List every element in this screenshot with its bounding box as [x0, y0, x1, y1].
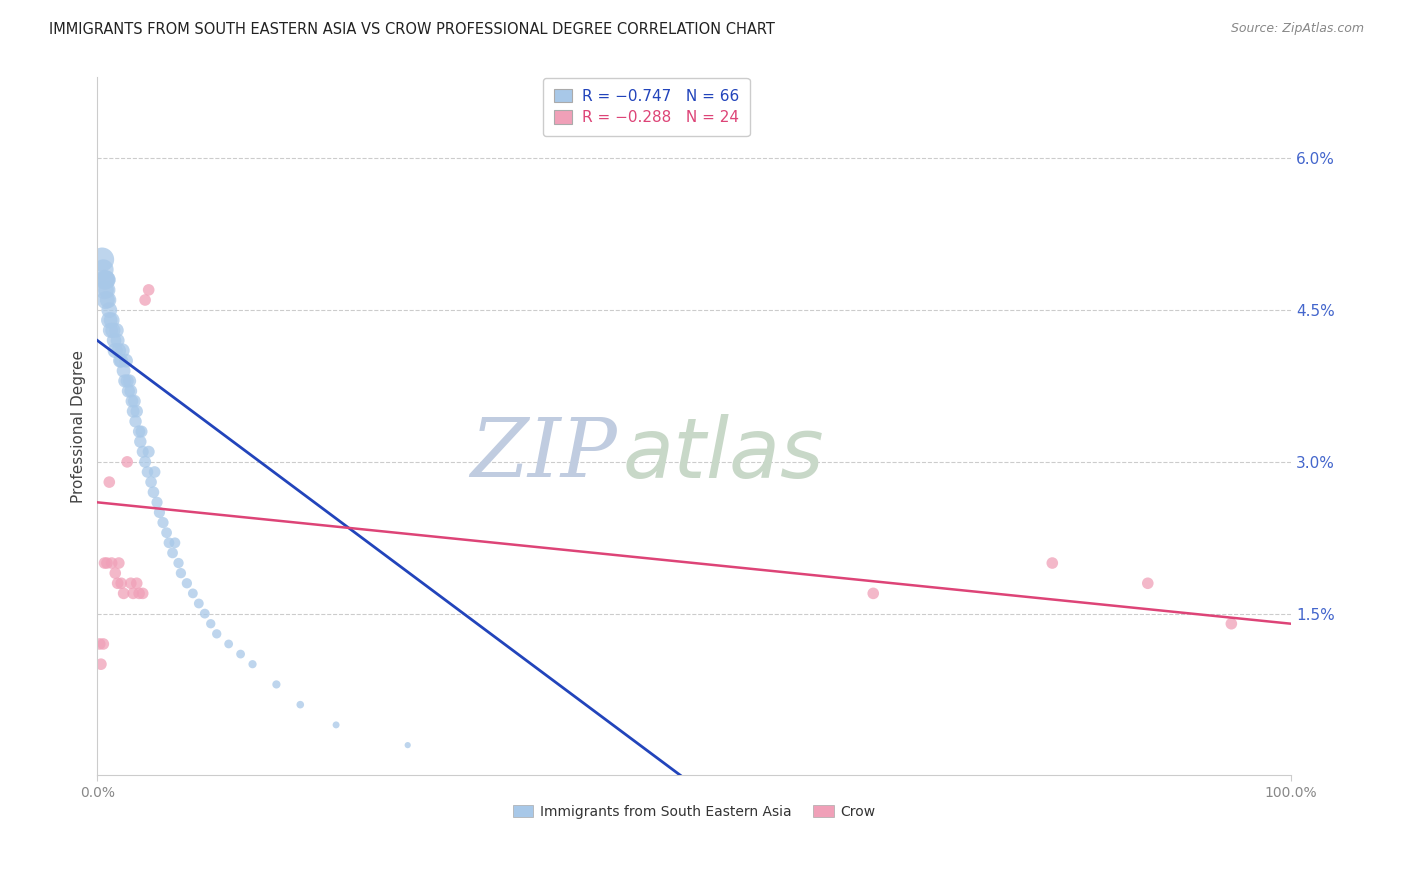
Y-axis label: Professional Degree: Professional Degree: [72, 350, 86, 503]
Point: [142, 485, 165, 500]
Point: [134, 455, 156, 469]
Point: [176, 576, 198, 591]
Point: [121, 394, 143, 409]
Point: [104, 566, 127, 581]
Point: [91, 637, 114, 651]
Point: [93, 273, 115, 287]
Point: [131, 425, 153, 439]
Point: [290, 698, 312, 712]
Point: [148, 505, 170, 519]
Point: [120, 384, 142, 398]
Point: [120, 576, 142, 591]
Point: [200, 616, 222, 631]
Point: [107, 334, 129, 348]
Point: [128, 586, 150, 600]
Point: [110, 353, 132, 368]
Point: [862, 586, 884, 600]
Point: [90, 657, 112, 672]
Point: [125, 404, 148, 418]
Point: [229, 647, 252, 661]
Point: [218, 637, 240, 651]
Point: [112, 364, 135, 378]
Point: [96, 283, 118, 297]
Point: [93, 556, 115, 570]
Point: [115, 353, 138, 368]
Point: [128, 425, 150, 439]
Point: [110, 576, 132, 591]
Point: [91, 262, 114, 277]
Point: [124, 414, 146, 428]
Point: [132, 444, 155, 458]
Point: [98, 303, 121, 318]
Point: [108, 343, 131, 358]
Point: [97, 293, 120, 307]
Point: [98, 475, 121, 489]
Legend: Immigrants from South Eastern Asia, Crow: Immigrants from South Eastern Asia, Crow: [508, 799, 882, 824]
Point: [100, 556, 122, 570]
Point: [181, 586, 204, 600]
Point: [146, 495, 169, 509]
Point: [115, 455, 138, 469]
Point: [129, 434, 152, 449]
Point: [100, 323, 122, 337]
Point: [96, 273, 118, 287]
Point: [134, 293, 156, 307]
Point: [143, 465, 166, 479]
Point: [96, 556, 118, 570]
Point: [104, 343, 127, 358]
Point: [1136, 576, 1159, 591]
Point: [157, 536, 180, 550]
Point: [105, 323, 128, 337]
Point: [114, 374, 136, 388]
Point: [122, 404, 145, 418]
Point: [1040, 556, 1063, 570]
Point: [138, 283, 160, 297]
Text: ZIP: ZIP: [470, 415, 617, 494]
Point: [194, 607, 217, 621]
Point: [138, 444, 160, 458]
Point: [94, 273, 117, 287]
Point: [101, 323, 124, 337]
Point: [152, 516, 174, 530]
Point: [205, 627, 228, 641]
Point: [107, 576, 129, 591]
Point: [132, 586, 155, 600]
Point: [125, 576, 148, 591]
Point: [111, 343, 134, 358]
Text: IMMIGRANTS FROM SOUTH EASTERN ASIA VS CROW PROFESSIONAL DEGREE CORRELATION CHART: IMMIGRANTS FROM SOUTH EASTERN ASIA VS CR…: [49, 22, 775, 37]
Point: [170, 566, 193, 581]
Point: [139, 475, 162, 489]
Point: [118, 374, 141, 388]
Point: [112, 586, 135, 600]
Point: [163, 536, 186, 550]
Point: [136, 465, 159, 479]
Point: [242, 657, 264, 672]
Point: [266, 677, 288, 691]
Point: [167, 556, 190, 570]
Point: [93, 283, 115, 297]
Text: atlas: atlas: [623, 414, 824, 495]
Point: [117, 384, 139, 398]
Point: [98, 313, 121, 327]
Point: [122, 586, 145, 600]
Text: Source: ZipAtlas.com: Source: ZipAtlas.com: [1230, 22, 1364, 36]
Point: [325, 718, 347, 732]
Point: [94, 293, 117, 307]
Point: [89, 637, 111, 651]
Point: [1220, 616, 1243, 631]
Point: [155, 525, 177, 540]
Point: [91, 252, 114, 267]
Point: [124, 394, 146, 409]
Point: [115, 374, 138, 388]
Point: [108, 353, 131, 368]
Point: [100, 313, 122, 327]
Point: [396, 738, 419, 752]
Point: [103, 334, 125, 348]
Point: [108, 556, 131, 570]
Point: [162, 546, 184, 560]
Point: [187, 597, 209, 611]
